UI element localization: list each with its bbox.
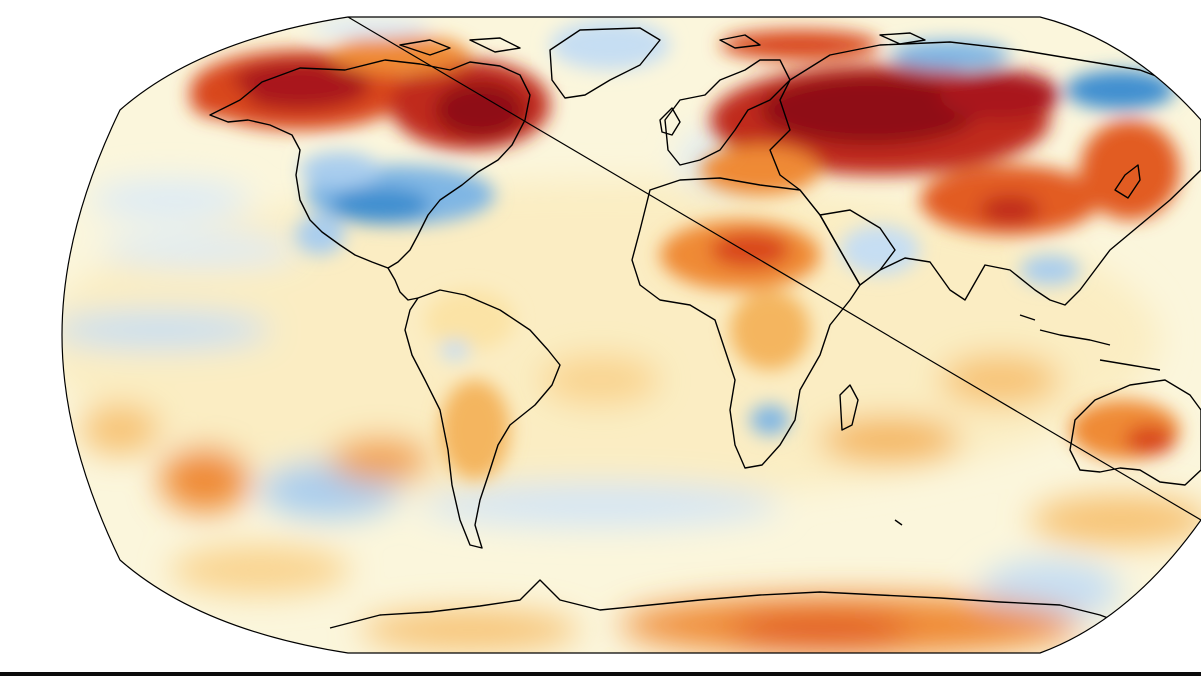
- coastline-japan: [1114, 164, 1141, 199]
- globe-outline: [61, 16, 1201, 654]
- coastline-arctic-islands: [399, 32, 926, 56]
- coastlines: [209, 27, 1201, 631]
- coastline-new-zealand: [894, 519, 903, 526]
- anomaly-land-layer: [190, 18, 1180, 480]
- coastline-australia: [1069, 379, 1201, 486]
- coastline-arabia: [819, 209, 896, 286]
- coastline-greenland: [549, 27, 661, 99]
- coastline-indonesia: [1019, 314, 1161, 371]
- coastline-uk: [659, 107, 681, 136]
- coastline-antarctica: [329, 579, 1141, 631]
- coastline-central-america: [387, 267, 419, 301]
- coastline-madagascar: [839, 384, 859, 431]
- coastline-asia: [769, 41, 1201, 306]
- coastline-north-america: [209, 59, 531, 269]
- coastline-south-america: [404, 289, 561, 549]
- bottom-border: [0, 672, 1201, 676]
- coastline-europe: [664, 59, 791, 166]
